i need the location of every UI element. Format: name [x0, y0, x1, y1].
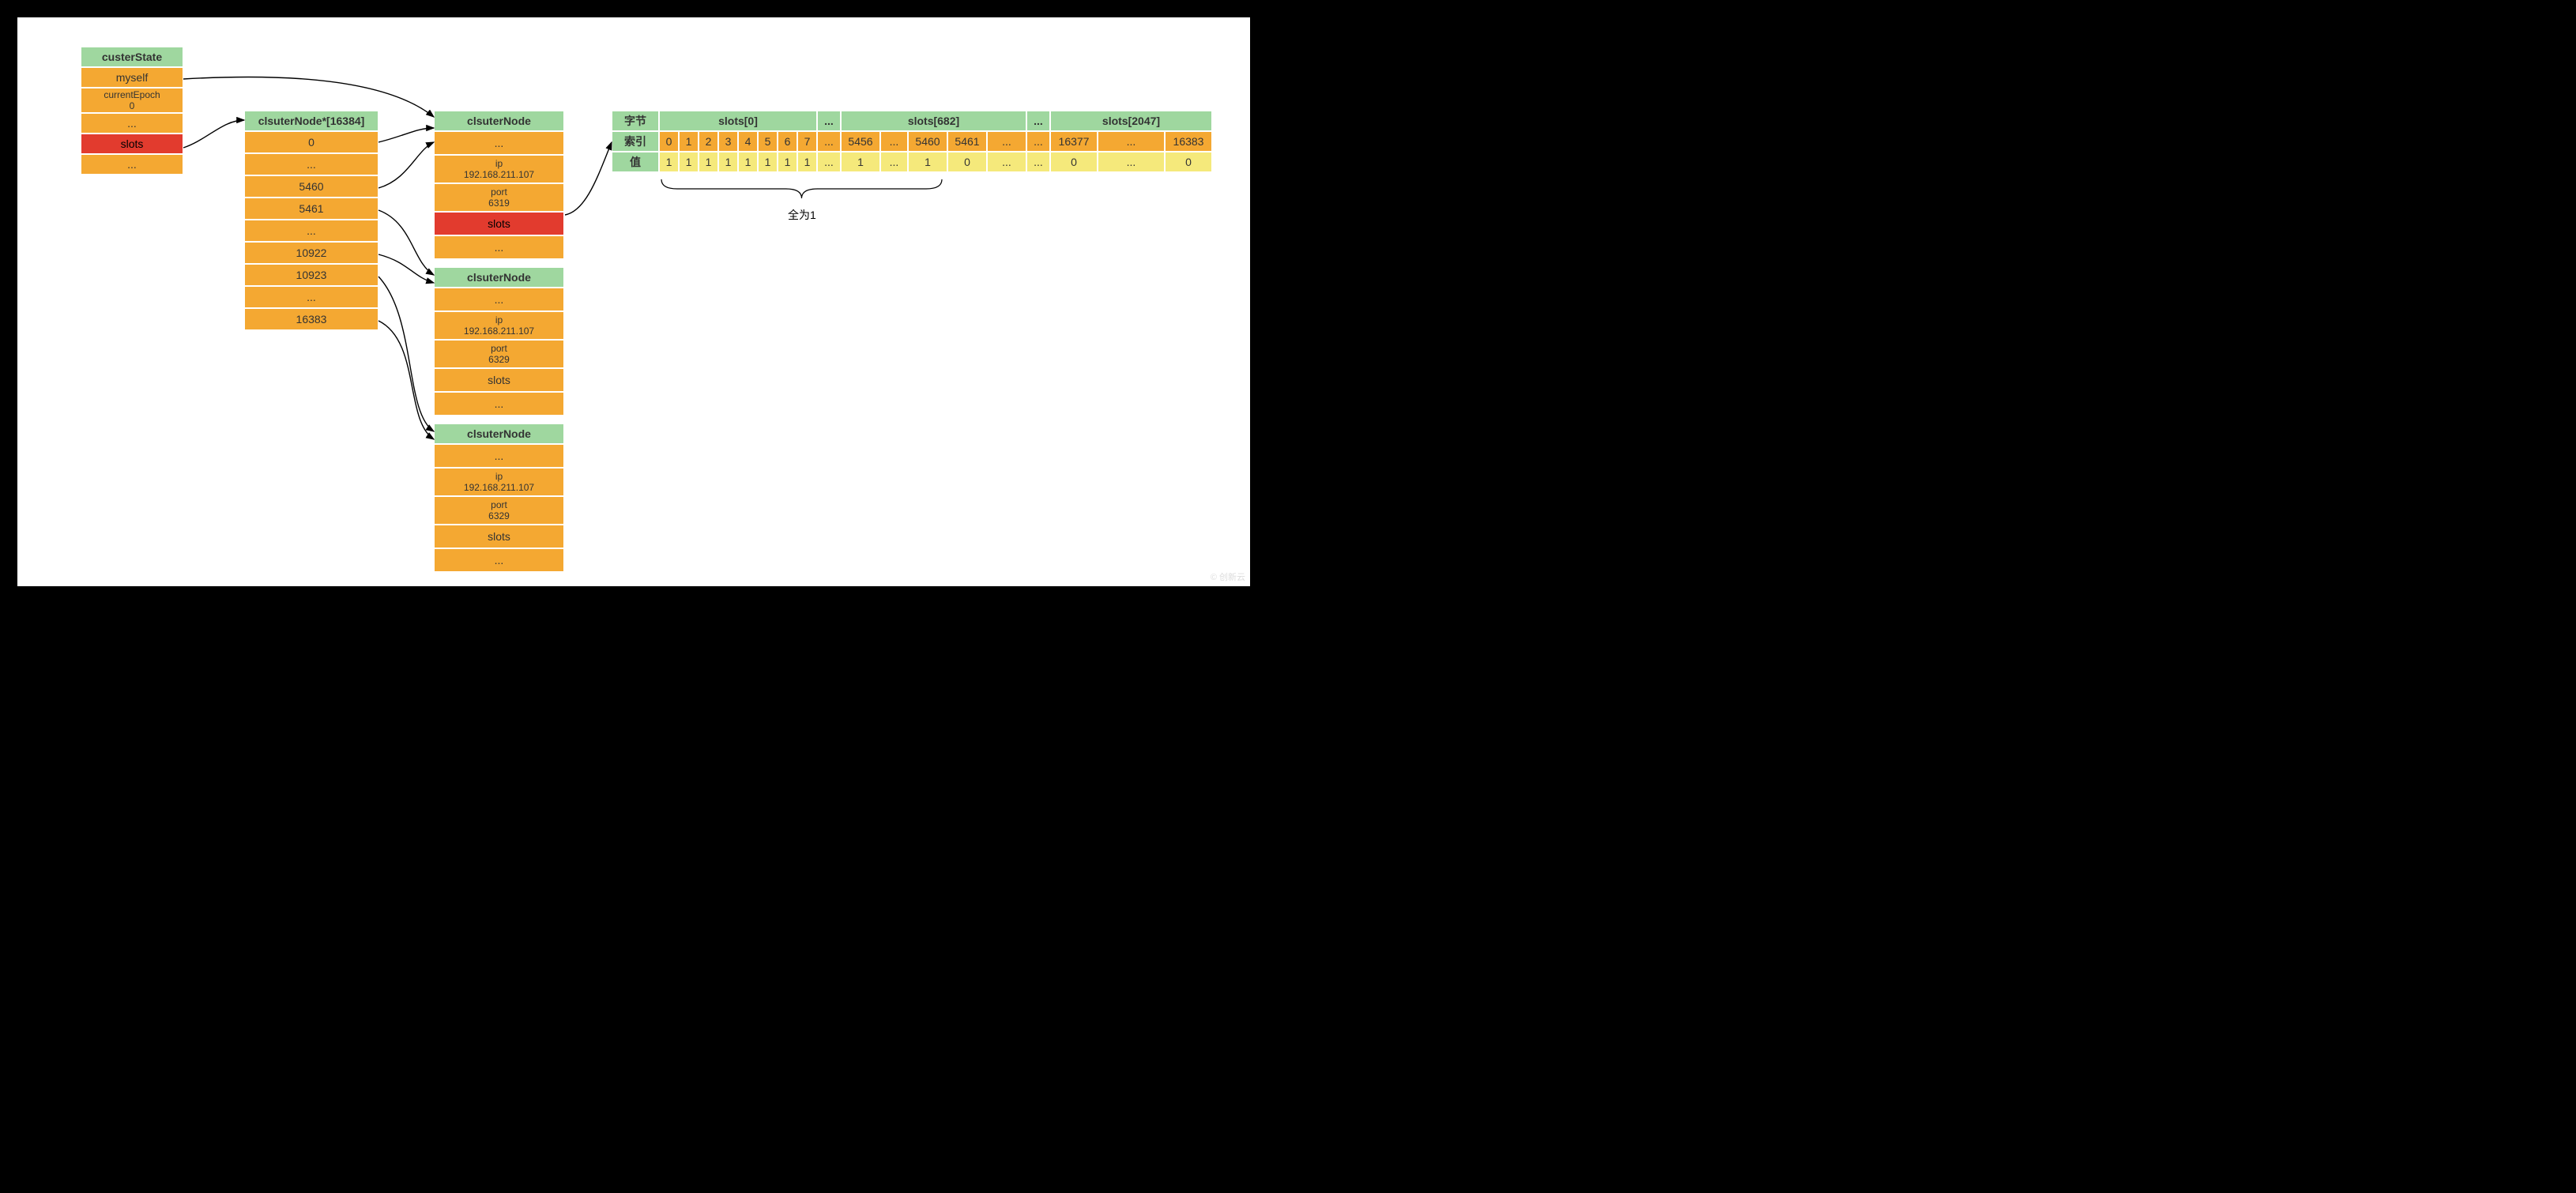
bit-table-val-0-1: 1 — [679, 152, 699, 172]
bit-table-idx-0-6: 6 — [778, 131, 797, 152]
bit-table-idx-0-2: 2 — [699, 131, 718, 152]
arrow-arr16383-to-nodeC — [378, 321, 434, 439]
bit-table-val-0-7: 1 — [797, 152, 817, 172]
cluster-node-a-box-row-4: ... — [434, 235, 564, 259]
arrow-nodeA-slots-to-table — [565, 142, 612, 215]
cluster-node-c-box-row-0: ... — [434, 444, 564, 468]
bit-table-val-4-2: 0 — [1165, 152, 1212, 172]
bit-table-val-0-2: 1 — [699, 152, 718, 172]
bit-table-idx-4-2: 16383 — [1165, 131, 1212, 152]
arrows-layer — [17, 17, 1250, 586]
bit-table-val-3-0: ... — [1026, 152, 1050, 172]
bit-table-idx-2-1: ... — [880, 131, 908, 152]
slot-array-box-row-7: ... — [244, 286, 378, 308]
bit-table-idx-2-3: 5461 — [947, 131, 987, 152]
slot-array-box-row-8: 16383 — [244, 308, 378, 330]
brace-label: 全为1 — [788, 207, 816, 223]
slot-array-box-row-5: 10922 — [244, 242, 378, 264]
bit-table-group-header-1: ... — [817, 111, 841, 131]
cluster-node-c-box-title: clsuterNode — [434, 423, 564, 444]
cluster-state-box-row-4: ... — [81, 154, 183, 175]
cluster-state-box-row-1: currentEpoch 0 — [81, 88, 183, 113]
watermark: © 创新云 — [1211, 570, 1245, 583]
arrow-arr5460-to-nodeA — [378, 142, 434, 188]
cluster-node-c-box-row-4: ... — [434, 548, 564, 572]
slot-array-box-row-2: 5460 — [244, 175, 378, 198]
slot-array-box-row-0: 0 — [244, 131, 378, 153]
cluster-node-a-box-title: clsuterNode — [434, 111, 564, 131]
bit-table-val-0-0: 1 — [659, 152, 679, 172]
bit-table-idx-4-0: 16377 — [1050, 131, 1098, 152]
arrow-slots-to-array — [183, 120, 244, 148]
cluster-state-box: custerStatemyselfcurrentEpoch 0...slots.… — [81, 47, 183, 175]
cluster-node-b-box-row-3: slots — [434, 368, 564, 392]
cluster-node-b-box-title: clsuterNode — [434, 267, 564, 288]
bit-table-group-header-3: ... — [1026, 111, 1050, 131]
arrow-arr10922-to-nodeB — [378, 254, 434, 283]
bit-table-val-4-0: 0 — [1050, 152, 1098, 172]
bit-table-label-2: 值 — [612, 152, 659, 172]
cluster-state-box-title: custerState — [81, 47, 183, 67]
slot-array-box-row-4: ... — [244, 220, 378, 242]
bit-table-idx-0-7: 7 — [797, 131, 817, 152]
bit-table-idx-0-0: 0 — [659, 131, 679, 152]
slots-bit-table: 字节索引值slots[0]0123456711111111.........sl… — [612, 111, 1212, 172]
bit-table-val-4-1: ... — [1098, 152, 1165, 172]
bit-table-val-2-0: 1 — [841, 152, 880, 172]
bit-table-idx-4-1: ... — [1098, 131, 1165, 152]
slot-array-box-row-6: 10923 — [244, 264, 378, 286]
bit-table-idx-1-0: ... — [817, 131, 841, 152]
bit-table-val-2-3: 0 — [947, 152, 987, 172]
slot-array-box: clsuterNode*[16384]0...54605461...109221… — [244, 111, 378, 330]
bit-table-val-0-6: 1 — [778, 152, 797, 172]
cluster-state-box-row-0: myself — [81, 67, 183, 88]
bit-table-idx-2-4: ... — [987, 131, 1026, 152]
cluster-node-a-box-row-1: ip 192.168.211.107 — [434, 155, 564, 183]
bit-table-group-header-0: slots[0] — [659, 111, 817, 131]
arrow-arr10923-to-nodeC — [378, 277, 434, 431]
bit-table-val-0-4: 1 — [738, 152, 758, 172]
slot-array-box-title: clsuterNode*[16384] — [244, 111, 378, 131]
bit-table-val-0-3: 1 — [718, 152, 738, 172]
bit-table-idx-3-0: ... — [1026, 131, 1050, 152]
cluster-node-a-box-row-3: slots — [434, 212, 564, 235]
cluster-state-box-row-3: slots — [81, 134, 183, 154]
bit-table-val-2-1: ... — [880, 152, 908, 172]
cluster-node-b-box: clsuterNode...ip 192.168.211.107port 632… — [434, 267, 564, 416]
bit-table-idx-0-4: 4 — [738, 131, 758, 152]
bit-table-idx-0-3: 3 — [718, 131, 738, 152]
bit-table-val-1-0: ... — [817, 152, 841, 172]
arrow-arr0-to-nodeA — [378, 128, 434, 142]
bit-table-idx-2-2: 5460 — [908, 131, 947, 152]
cluster-node-c-box-row-2: port 6329 — [434, 496, 564, 525]
cluster-node-b-box-row-2: port 6329 — [434, 340, 564, 368]
cluster-node-a-box-row-2: port 6319 — [434, 183, 564, 212]
cluster-node-a-box: clsuterNode...ip 192.168.211.107port 631… — [434, 111, 564, 259]
brace-all-ones — [661, 179, 942, 198]
bit-table-group-header-2: slots[682] — [841, 111, 1026, 131]
cluster-node-c-box-row-1: ip 192.168.211.107 — [434, 468, 564, 496]
bit-table-idx-0-5: 5 — [758, 131, 778, 152]
bit-table-val-2-4: ... — [987, 152, 1026, 172]
cluster-node-b-box-row-0: ... — [434, 288, 564, 311]
bit-table-val-0-5: 1 — [758, 152, 778, 172]
arrow-arr5461-to-nodeB — [378, 210, 434, 275]
bit-table-label-0: 字节 — [612, 111, 659, 131]
slot-array-box-row-3: 5461 — [244, 198, 378, 220]
cluster-state-box-row-2: ... — [81, 113, 183, 134]
bit-table-idx-0-1: 1 — [679, 131, 699, 152]
bit-table-group-header-4: slots[2047] — [1050, 111, 1212, 131]
cluster-node-b-box-row-1: ip 192.168.211.107 — [434, 311, 564, 340]
cluster-node-c-box-row-3: slots — [434, 525, 564, 548]
cluster-node-b-box-row-4: ... — [434, 392, 564, 416]
cluster-node-a-box-row-0: ... — [434, 131, 564, 155]
slot-array-box-row-1: ... — [244, 153, 378, 175]
bit-table-label-1: 索引 — [612, 131, 659, 152]
cluster-node-c-box: clsuterNode...ip 192.168.211.107port 632… — [434, 423, 564, 572]
bit-table-idx-2-0: 5456 — [841, 131, 880, 152]
bit-table-val-2-2: 1 — [908, 152, 947, 172]
